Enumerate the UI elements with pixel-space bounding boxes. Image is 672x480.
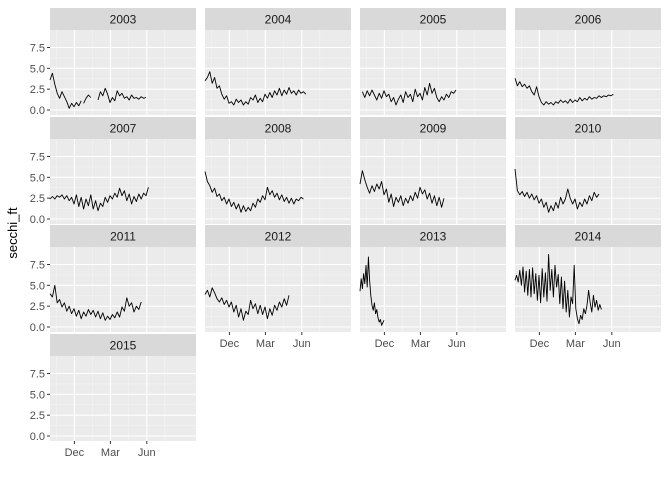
series-line-2009 <box>359 170 445 208</box>
facet-strip <box>50 117 196 139</box>
panel-background <box>515 30 661 115</box>
facet-strip <box>360 117 506 139</box>
x-tick-label: Jun <box>603 338 621 350</box>
facet-panel-2010: 2010 <box>514 117 661 224</box>
facet-strip <box>50 8 196 30</box>
facet-strip-label: 2012 <box>265 230 292 244</box>
facet-strip-label: 2011 <box>110 230 136 244</box>
facet-panels: 2003 0.0 2.5 5.0 7.5 2004 2005 2006 2007 0.0 2.5 5.… <box>30 8 661 459</box>
panel-background <box>515 139 661 224</box>
series-line-2012 <box>204 287 290 321</box>
facet-strip-label: 2007 <box>110 122 137 136</box>
y-tick-label: 5.0 <box>30 172 45 184</box>
facet-panel-2008: 2008 <box>204 117 351 224</box>
facet-strip-label: 2013 <box>420 230 447 244</box>
facet-strip-label: 2005 <box>420 13 447 27</box>
series-line-2004 <box>204 71 307 106</box>
facet-panel-2014: 2014 Dec Mar Jun <box>514 225 661 350</box>
facet-strip <box>515 8 661 30</box>
panel-background <box>205 247 351 332</box>
panel-background <box>50 30 196 115</box>
panel-background <box>50 139 196 224</box>
y-tick-label: 7.5 <box>30 260 45 272</box>
facet-panel-2005: 2005 <box>360 8 506 115</box>
series-line-2003 <box>97 87 147 103</box>
y-tick-label: 0.0 <box>30 214 45 226</box>
facet-strip <box>205 8 351 30</box>
facet-strip <box>360 8 506 30</box>
facet-strip-label: 2006 <box>575 13 602 27</box>
series-line-2003 <box>49 72 82 109</box>
facet-strip-label: 2008 <box>265 122 292 136</box>
series-line-2007 <box>49 187 149 212</box>
y-tick-label: 2.5 <box>30 84 45 96</box>
y-axis-title: secchi_ft <box>5 207 20 259</box>
y-tick-label: 5.0 <box>30 280 45 292</box>
x-tick-label: Mar <box>566 338 585 350</box>
facet-strip <box>515 117 661 139</box>
series-line-2005 <box>361 82 457 106</box>
x-tick-label: Dec <box>220 338 240 350</box>
facet-panel-2004: 2004 <box>204 8 351 115</box>
x-tick-label: Jun <box>293 338 311 350</box>
x-tick-label: Dec <box>530 338 550 350</box>
x-tick-label: Mar <box>256 338 275 350</box>
facet-strip-label: 2009 <box>420 122 447 136</box>
facet-panel-2011: 2011 0.0 2.5 5.0 7.5 <box>30 225 196 334</box>
facet-strip <box>50 225 196 247</box>
x-tick-label: Mar <box>411 338 430 350</box>
panel-background <box>50 356 196 441</box>
y-tick-label: 7.5 <box>30 369 45 381</box>
series-line-2006 <box>514 78 614 106</box>
y-tick-label: 2.5 <box>30 193 45 205</box>
series-line-2013 <box>359 256 385 326</box>
x-tick-label: Dec <box>65 447 85 459</box>
facet-strip <box>360 225 506 247</box>
y-tick-label: 5.0 <box>30 63 45 75</box>
facet-panel-2015: 2015 0.0 2.5 5.0 7.5 Dec Mar Jun <box>30 334 196 459</box>
series-line-2003 <box>83 94 92 104</box>
y-tick-label: 2.5 <box>30 410 45 422</box>
facet-strip-label: 2015 <box>110 339 137 353</box>
facet-panel-2012: 2012 Dec Mar Jun <box>204 225 351 350</box>
y-tick-label: 0.0 <box>30 322 45 334</box>
x-tick-label: Dec <box>375 338 395 350</box>
facet-strip <box>515 225 661 247</box>
x-tick-label: Jun <box>448 338 466 350</box>
x-tick-label: Jun <box>138 447 156 459</box>
y-tick-label: 2.5 <box>30 301 45 313</box>
panel-background <box>50 247 196 332</box>
y-tick-label: 7.5 <box>30 152 45 164</box>
series-line-2014 <box>514 254 602 325</box>
y-tick-label: 0.0 <box>30 105 45 117</box>
facet-strip-label: 2003 <box>110 13 137 27</box>
facet-panel-2006: 2006 <box>514 8 661 115</box>
facet-panel-2007: 2007 0.0 2.5 5.0 7.5 <box>30 117 196 226</box>
y-tick-label: 7.5 <box>30 43 45 55</box>
panel-background <box>205 30 351 115</box>
facet-strip <box>50 334 196 356</box>
facet-panel-2009: 2009 <box>359 117 506 224</box>
y-tick-label: 0.0 <box>30 431 45 443</box>
facet-strip-label: 2004 <box>265 13 292 27</box>
y-tick-label: 5.0 <box>30 389 45 401</box>
facet-strip-label: 2010 <box>575 122 602 136</box>
facet-strip <box>205 117 351 139</box>
series-line-2010 <box>514 168 600 213</box>
panel-background <box>360 247 506 332</box>
series-line-2008 <box>204 171 304 213</box>
panel-background <box>205 139 351 224</box>
series-line-2011 <box>49 284 142 321</box>
facet-panel-2003: 2003 0.0 2.5 5.0 7.5 <box>30 8 196 117</box>
panel-background <box>360 30 506 115</box>
facet-strip <box>205 225 351 247</box>
facet-panel-2013: 2013 Dec Mar Jun <box>359 225 506 350</box>
facet-strip-label: 2014 <box>575 230 602 244</box>
x-tick-label: Mar <box>101 447 120 459</box>
